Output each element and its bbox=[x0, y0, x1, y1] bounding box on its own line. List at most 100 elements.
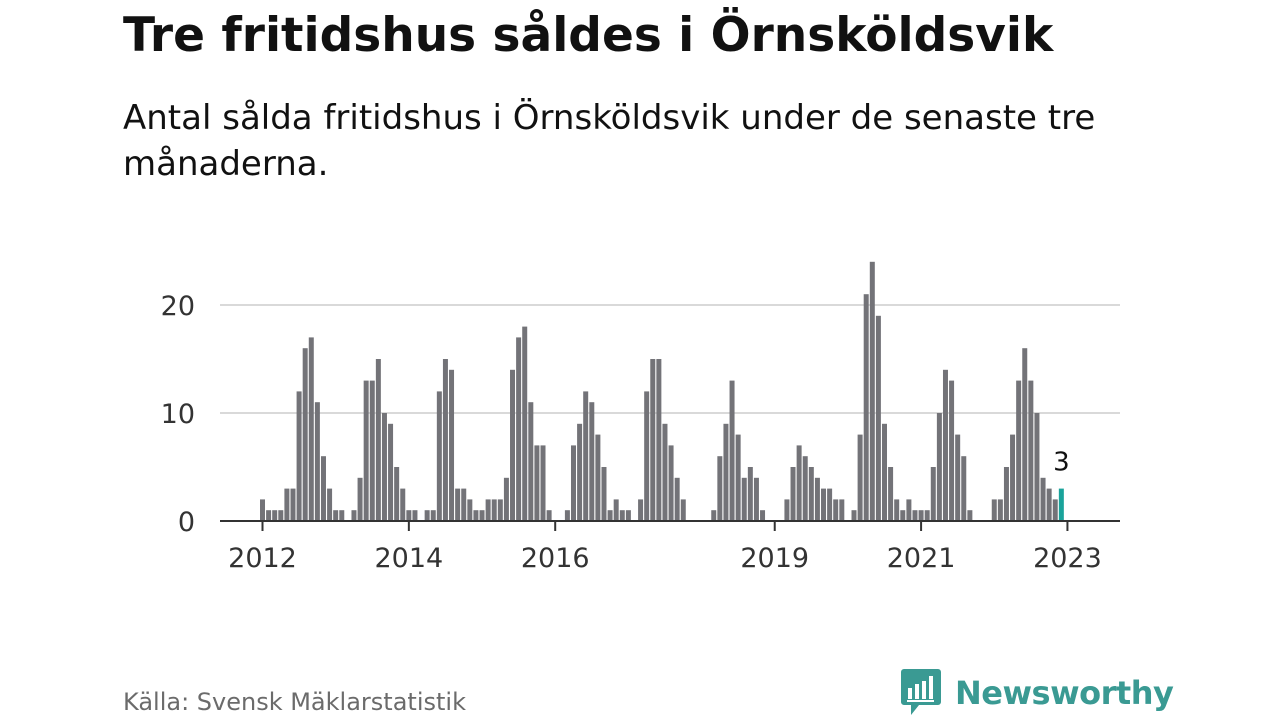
x-tick-label: 2021 bbox=[887, 543, 956, 574]
bar bbox=[662, 423, 668, 521]
bar bbox=[674, 477, 680, 521]
bar bbox=[1010, 434, 1016, 521]
bar bbox=[680, 499, 686, 521]
bar bbox=[369, 380, 375, 521]
latest-value-label: 3 bbox=[1053, 448, 1070, 478]
bar bbox=[894, 499, 900, 521]
bar bbox=[625, 510, 631, 521]
brand-name: Newsworthy bbox=[955, 674, 1174, 712]
bar bbox=[906, 499, 912, 521]
bar bbox=[491, 499, 497, 521]
bar bbox=[863, 294, 869, 521]
bar bbox=[589, 402, 595, 521]
bar bbox=[540, 445, 546, 521]
bar bbox=[601, 467, 607, 521]
bar bbox=[930, 467, 936, 521]
bar bbox=[314, 402, 320, 521]
bar bbox=[918, 510, 924, 521]
bars bbox=[260, 261, 1064, 521]
bar-chart: 0 10 20 2012 2014 2016 2019 2021 2023 3 bbox=[161, 261, 1120, 574]
bar bbox=[656, 359, 662, 521]
bar bbox=[912, 510, 918, 521]
bar bbox=[1040, 477, 1046, 521]
bar bbox=[967, 510, 973, 521]
bar bbox=[485, 499, 491, 521]
bar bbox=[564, 510, 570, 521]
bar bbox=[888, 467, 894, 521]
bar bbox=[528, 402, 534, 521]
y-tick-label: 0 bbox=[178, 507, 195, 538]
x-axis-ticks: 2012 2014 2016 2019 2021 2023 bbox=[228, 521, 1102, 574]
bar bbox=[741, 477, 747, 521]
bar bbox=[522, 326, 528, 521]
bar bbox=[949, 380, 955, 521]
bar bbox=[516, 337, 522, 521]
bar bbox=[961, 456, 967, 521]
bar bbox=[1022, 348, 1028, 521]
y-axis-ticks: 0 10 20 bbox=[161, 291, 195, 538]
bar bbox=[510, 369, 516, 521]
bar bbox=[278, 510, 284, 521]
chart-subtitle: Antal sålda fritidshus i Örnsköldsvik un… bbox=[123, 98, 1096, 184]
bar bbox=[613, 499, 619, 521]
gridlines bbox=[220, 304, 1120, 414]
x-tick-label: 2016 bbox=[521, 543, 590, 574]
bar bbox=[955, 434, 961, 521]
bar bbox=[479, 510, 485, 521]
newsworthy-logo: Newsworthy bbox=[901, 668, 1174, 718]
bar bbox=[272, 510, 278, 521]
bar bbox=[497, 499, 503, 521]
bar bbox=[503, 477, 509, 521]
bar-chart-speech-bubble-icon bbox=[901, 669, 941, 715]
bar bbox=[796, 445, 802, 521]
bar bbox=[821, 488, 827, 521]
bar bbox=[900, 510, 906, 521]
bar bbox=[814, 477, 820, 521]
bar bbox=[412, 510, 418, 521]
bar bbox=[381, 413, 387, 521]
bar bbox=[296, 391, 302, 521]
bar bbox=[357, 477, 363, 521]
bar bbox=[260, 499, 265, 521]
bar bbox=[449, 369, 455, 521]
bar bbox=[406, 510, 412, 521]
bar bbox=[802, 456, 808, 521]
bar bbox=[729, 380, 735, 521]
x-tick-label: 2012 bbox=[228, 543, 297, 574]
bar bbox=[546, 510, 552, 521]
bar bbox=[790, 467, 796, 521]
bar bbox=[577, 423, 583, 521]
bar bbox=[638, 499, 644, 521]
bar bbox=[924, 510, 930, 521]
bar bbox=[942, 369, 948, 521]
bar bbox=[839, 499, 845, 521]
bar bbox=[827, 488, 833, 521]
bar bbox=[308, 337, 314, 521]
source-note: Källa: Svensk Mäklarstatistik bbox=[123, 688, 466, 716]
bar bbox=[833, 499, 839, 521]
bar bbox=[869, 261, 875, 521]
bar bbox=[351, 510, 357, 521]
bar bbox=[991, 499, 997, 521]
bar bbox=[302, 348, 308, 521]
y-tick-label: 20 bbox=[161, 291, 195, 322]
x-tick-label: 2014 bbox=[374, 543, 443, 574]
bar bbox=[808, 467, 814, 521]
bar bbox=[583, 391, 589, 521]
bar bbox=[936, 413, 942, 521]
bar bbox=[327, 488, 333, 521]
bar bbox=[394, 467, 400, 521]
bar bbox=[320, 456, 326, 521]
bar bbox=[1052, 499, 1058, 521]
bar bbox=[784, 499, 790, 521]
bar bbox=[595, 434, 601, 521]
bar bbox=[363, 380, 369, 521]
bar bbox=[668, 445, 674, 521]
bar bbox=[619, 510, 625, 521]
x-tick-label: 2023 bbox=[1033, 543, 1102, 574]
bar bbox=[997, 499, 1003, 521]
bar bbox=[1016, 380, 1022, 521]
bar bbox=[717, 456, 723, 521]
bar bbox=[747, 467, 753, 521]
bar bbox=[723, 423, 729, 521]
